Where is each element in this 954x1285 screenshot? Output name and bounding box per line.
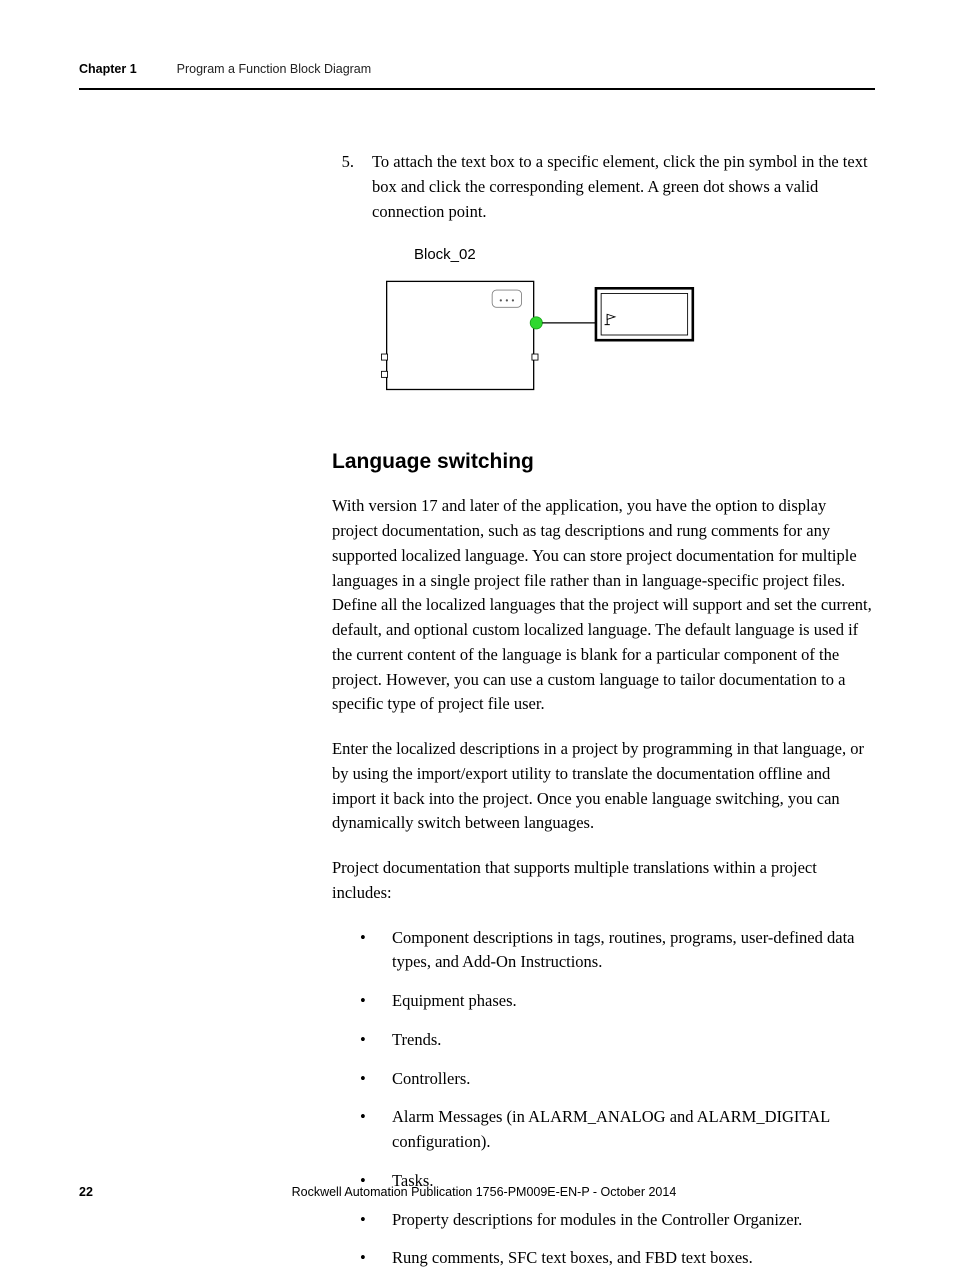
input-pin-0 (381, 354, 387, 360)
page-number: 22 (79, 1185, 93, 1199)
bullet-icon: • (360, 926, 374, 976)
list-item: • Trends. (360, 1028, 875, 1053)
list-item-text: Trends. (392, 1028, 441, 1053)
list-item: • Property descriptions for modules in th… (360, 1208, 875, 1233)
list-item-text: Rung comments, SFC text boxes, and FBD t… (392, 1246, 753, 1271)
list-item-text: Component descriptions in tags, routines… (392, 926, 875, 976)
diagram-container: Block_02 (378, 246, 875, 410)
section-heading: Language switching (332, 450, 875, 474)
page: Chapter 1 Program a Function Block Diagr… (0, 0, 954, 1235)
step-number: 5. (332, 150, 354, 224)
list-item: • Component descriptions in tags, routine… (360, 926, 875, 976)
bullet-icon: • (360, 1105, 374, 1155)
paragraph-2: Enter the localized descriptions in a pr… (332, 737, 875, 836)
chapter-title: Program a Function Block Diagram (177, 62, 372, 76)
ellipsis-dot (500, 300, 502, 302)
chapter-label: Chapter 1 (79, 62, 137, 76)
step-item: 5. To attach the text box to a specific … (332, 150, 875, 224)
list-item: • Controllers. (360, 1067, 875, 1092)
block-diagram (378, 265, 698, 405)
block-label: Block_02 (414, 246, 875, 263)
list-item: • Alarm Messages (in ALARM_ANALOG and ALA… (360, 1105, 875, 1155)
header-rule (79, 88, 875, 90)
step-text: To attach the text box to a specific ele… (372, 150, 875, 224)
list-item-text: Equipment phases. (392, 989, 517, 1014)
bullet-icon: • (360, 989, 374, 1014)
bullet-icon: • (360, 1067, 374, 1092)
list-item-text: Property descriptions for modules in the… (392, 1208, 802, 1233)
bullet-icon: • (360, 1028, 374, 1053)
page-footer: 22 Rockwell Automation Publication 1756-… (79, 1185, 875, 1199)
bullet-icon: • (360, 1208, 374, 1233)
paragraph-1: With version 17 and later of the applica… (332, 494, 875, 717)
page-header: Chapter 1 Program a Function Block Diagr… (79, 62, 875, 76)
output-pin (532, 354, 538, 360)
textbox-inner (601, 294, 687, 336)
publication-info: Rockwell Automation Publication 1756-PM0… (93, 1185, 875, 1199)
list-item-text: Controllers. (392, 1067, 470, 1092)
ellipsis-button (492, 290, 521, 307)
page-body: 5. To attach the text box to a specific … (332, 150, 875, 1285)
input-pin-1 (381, 372, 387, 378)
list-item-text: Alarm Messages (in ALARM_ANALOG and ALAR… (392, 1105, 875, 1155)
bullet-icon: • (360, 1246, 374, 1271)
list-item: • Rung comments, SFC text boxes, and FBD … (360, 1246, 875, 1271)
list-item: • Equipment phases. (360, 989, 875, 1014)
paragraph-3: Project documentation that supports mult… (332, 856, 875, 906)
bullet-list: • Component descriptions in tags, routine… (332, 926, 875, 1272)
connection-dot (530, 317, 542, 329)
ellipsis-dot (512, 300, 514, 302)
ellipsis-dot (506, 300, 508, 302)
